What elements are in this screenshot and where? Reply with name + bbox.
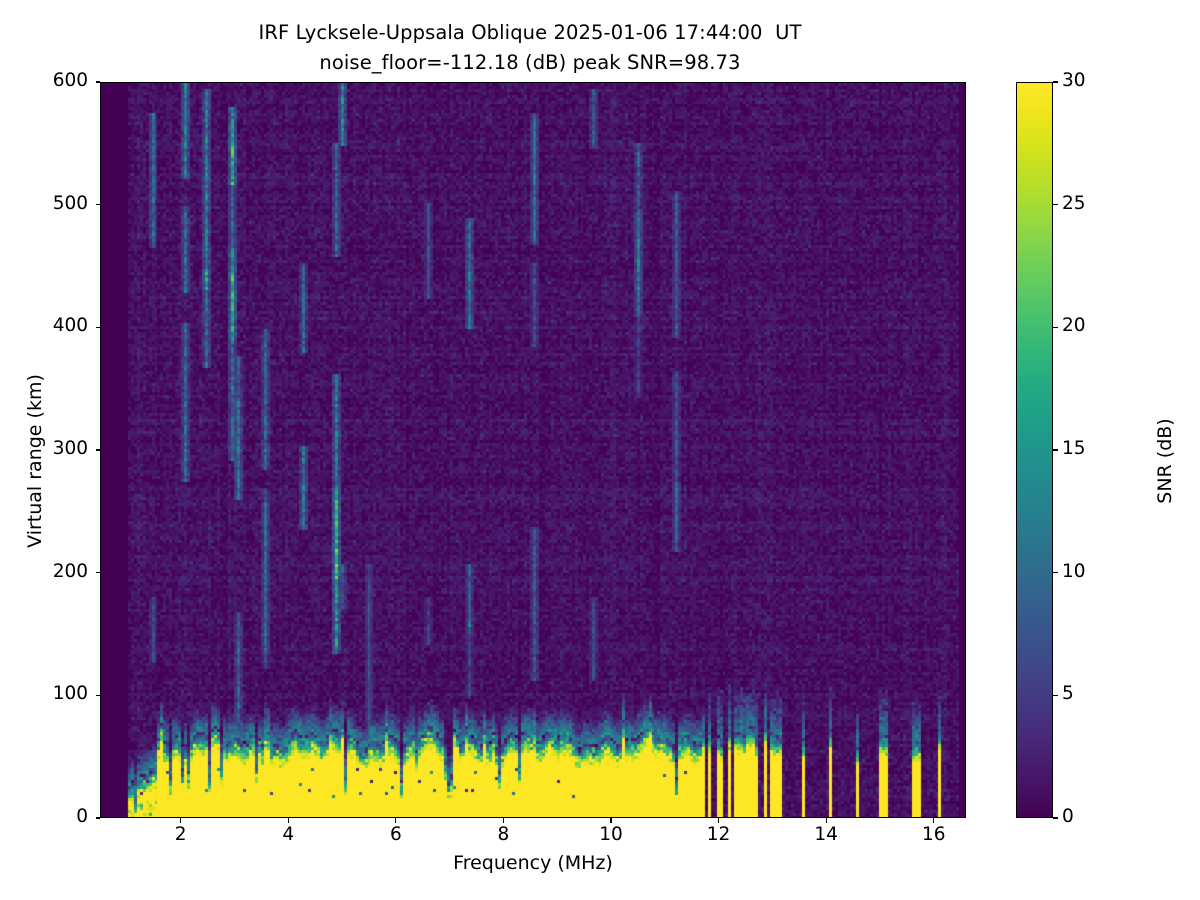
ionogram-heatmap-canvas bbox=[101, 83, 965, 817]
y-axis-label: Virtual range (km) bbox=[24, 374, 46, 548]
x-tick-label: 8 bbox=[497, 824, 510, 845]
colorbar-tick bbox=[1053, 694, 1058, 696]
colorbar-gradient bbox=[1016, 82, 1053, 818]
y-tick bbox=[95, 694, 100, 696]
colorbar-tick bbox=[1053, 817, 1058, 819]
y-tick-label: 100 bbox=[52, 683, 88, 705]
colorbar-tick bbox=[1053, 449, 1058, 451]
y-tick bbox=[95, 449, 100, 451]
colorbar-tick-label: 0 bbox=[1062, 806, 1074, 827]
x-tick-label: 16 bbox=[921, 824, 946, 845]
x-tick bbox=[717, 818, 720, 823]
colorbar-tick bbox=[1053, 204, 1058, 206]
y-tick-label: 500 bbox=[52, 192, 88, 214]
x-tick bbox=[180, 818, 182, 823]
x-tick bbox=[933, 818, 935, 823]
y-tick bbox=[95, 326, 100, 328]
colorbar-tick bbox=[1053, 326, 1058, 328]
figure-title: IRF Lycksele-Uppsala Oblique 2025-01-06 … bbox=[0, 18, 1060, 78]
title-line-1: IRF Lycksele-Uppsala Oblique 2025-01-06 … bbox=[258, 21, 802, 44]
x-tick bbox=[287, 818, 289, 823]
x-tick-label: 12 bbox=[706, 824, 731, 845]
x-tick-label: 6 bbox=[389, 824, 402, 845]
colorbar-tick bbox=[1053, 572, 1058, 574]
y-tick-label: 200 bbox=[52, 560, 88, 582]
y-tick bbox=[95, 81, 100, 83]
y-tick bbox=[95, 817, 100, 819]
y-tick-label: 300 bbox=[52, 438, 88, 459]
x-tick-label: 2 bbox=[174, 824, 187, 845]
x-axis-label: Frequency (MHz) bbox=[453, 852, 613, 874]
heatmap-axes bbox=[100, 82, 966, 818]
y-tick-label: 400 bbox=[52, 315, 88, 337]
colorbar-tick bbox=[1053, 81, 1058, 83]
x-tick bbox=[610, 818, 612, 823]
y-tick bbox=[95, 572, 100, 574]
x-tick bbox=[825, 818, 827, 823]
colorbar-tick-label: 5 bbox=[1062, 683, 1074, 705]
x-tick bbox=[395, 818, 397, 823]
colorbar-tick-label: 20 bbox=[1062, 315, 1086, 337]
colorbar-tick-label: 15 bbox=[1062, 438, 1086, 459]
y-tick-label: 600 bbox=[52, 70, 88, 91]
y-tick bbox=[95, 204, 100, 206]
x-tick bbox=[502, 818, 504, 823]
y-tick-label: 0 bbox=[76, 806, 88, 827]
title-line-2: noise_floor=-112.18 (dB) peak SNR=98.73 bbox=[319, 51, 741, 74]
x-tick-label: 14 bbox=[814, 824, 838, 845]
x-tick-label: 10 bbox=[599, 824, 623, 845]
colorbar-tick-label: 30 bbox=[1062, 70, 1086, 91]
colorbar-tick-label: 25 bbox=[1062, 192, 1086, 214]
colorbar-tick-label: 10 bbox=[1062, 560, 1086, 582]
x-tick-label: 4 bbox=[282, 824, 295, 845]
colorbar-label: SNR (dB) bbox=[1154, 418, 1176, 504]
